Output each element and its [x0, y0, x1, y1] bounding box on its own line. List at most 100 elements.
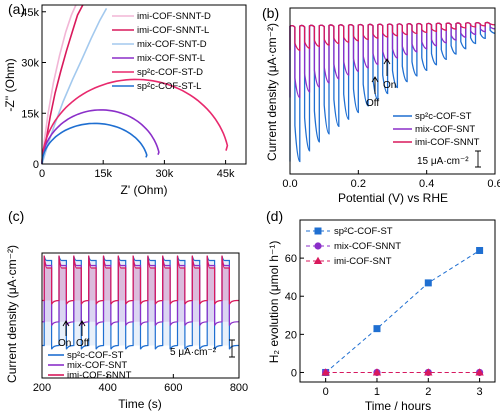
panel-a-xtick-label: 0: [39, 168, 45, 180]
panel-c-scalebar: [229, 339, 235, 358]
panel-a-xtick-label: 15k: [94, 168, 112, 180]
panel-c-ylabel: Current density (μA·cm⁻²): [5, 245, 19, 383]
legend-label-b-imi: imi-COF-SNNT: [415, 137, 480, 148]
legend-label-d-sp2c: sp²C-COF-ST: [334, 226, 393, 237]
series-imi-COF-SNNT: [42, 255, 239, 305]
data-point-sp²C-COF-ST: [373, 325, 381, 333]
panel-a-legend: imi-COF-SNNT-D imi-COF-SNNT-L mix-COF-SN…: [112, 11, 211, 92]
panel-a-ytick-label: 45k: [21, 7, 39, 19]
panel-d-ytick-label: 60: [285, 253, 297, 265]
panel-a-ytick-label: 0: [33, 159, 39, 171]
legend-label-mix-snt-l: mix-COF-SNT-L: [137, 53, 205, 64]
legend-marker-d-imi: [313, 256, 323, 264]
legend-label-imi-snnt-l: imi-COF-SNNT-L: [137, 25, 209, 36]
panel-b-xtick-label: 0.6: [487, 178, 500, 190]
legend-label-imi-snnt-d: imi-COF-SNNT-D: [137, 11, 211, 22]
panel-c-xlabel: Time (s): [118, 397, 162, 411]
panel-d-ytick-label: 20: [285, 329, 297, 341]
panel-d-ytick-label: 0: [291, 367, 297, 379]
panel-c-off-arrow: [78, 320, 86, 336]
panel-d-ytick-label: 40: [285, 291, 297, 303]
series-sp2c-COF-ST-L: [41, 122, 148, 165]
panel-c-ticks: 200 400 600 800: [33, 374, 248, 394]
panel-b-ylabel: Current density (μA·cm⁻²): [265, 23, 279, 161]
data-point-imi-COF-SNT: [321, 368, 330, 376]
panel-a-xtick-label: 45k: [217, 168, 235, 180]
legend-label-sp2c-st-l: sp²c-COF-ST-L: [137, 81, 201, 92]
panel-d-xtick-label: 1: [374, 386, 380, 398]
data-point-sp²C-COF-ST: [424, 279, 432, 287]
panel-c-off-label: Off: [76, 338, 89, 349]
panel-b-scalebar-label: 15 μA·cm⁻²: [417, 156, 469, 167]
panel-c-legend: sp²c-COF-ST mix-COF-SNT imi-COF-SNNT: [48, 350, 132, 381]
legend-label-c-sp2c: sp²c-COF-ST: [67, 350, 124, 361]
panel-c-label: (c): [8, 208, 24, 224]
panel-b-xtick-label: 0.4: [419, 178, 434, 190]
panel-a-ticks: 0 15k 30k 45k 0 15k 30k 45k: [21, 7, 235, 180]
panel-a: (a) 0 15k 30k 45k 0 15k 30k 45k Z' (Ohm) -Z'' (…: [3, 1, 247, 197]
panel-c-xtick-label: 200: [33, 382, 51, 394]
series-imi-COF-SNNT-D: [41, 4, 77, 165]
panel-b-legend: sp²c-COF-ST mix-COF-SNT imi-COF-SNNT: [393, 111, 480, 148]
data-point-imi-COF-SNT: [475, 368, 484, 376]
panel-d-xlabel: Time / hours: [365, 399, 431, 413]
legend-marker-d-sp2c: [314, 227, 322, 235]
panel-c-xtick-label: 400: [98, 382, 116, 394]
series-line-sp²C-COF-ST: [325, 250, 480, 373]
panel-a-label: (a): [8, 1, 25, 17]
panel-a-xlabel: Z' (Ohm): [121, 183, 168, 197]
data-point-sp²C-COF-ST: [476, 246, 484, 254]
panel-c-plot: [42, 255, 239, 350]
panel-b-label: (b): [262, 5, 279, 21]
series-imi-COF-SNNT: [289, 21, 496, 51]
panel-c-xtick-label: 800: [230, 382, 248, 394]
panel-b-scalebar: [475, 150, 481, 168]
panel-d-label: (d): [266, 208, 283, 224]
panel-d-frame: [299, 219, 496, 383]
panel-d-xtick-label: 0: [323, 386, 329, 398]
panel-d-xtick-label: 2: [425, 386, 431, 398]
legend-label-d-imi: imi-COF-SNT: [334, 256, 392, 267]
legend-marker-d-mix: [314, 242, 322, 250]
panel-c-scalebar-label: 5 μA·cm⁻²: [170, 347, 217, 358]
panel-b-off-arrow: [371, 76, 379, 94]
legend-label-b-mix: mix-COF-SNT: [415, 124, 475, 135]
panel-c-xtick-label: 600: [164, 382, 182, 394]
legend-label-c-imi: imi-COF-SNNT: [67, 370, 132, 381]
panel-a-ytick-label: 15k: [21, 108, 39, 120]
panel-b-xlabel: Potential (V) vs RHE: [338, 191, 448, 205]
panel-b-on-arrow: [383, 58, 391, 76]
panel-d-plot: [321, 246, 484, 377]
panel-d-ticks: 0 1 2 3 0 20 40 60: [285, 253, 483, 398]
panel-c: (c) 200 400 600 800 Time (s) Current densit…: [5, 208, 248, 411]
legend-label-d-mix: mix-COF-SNNT: [334, 241, 401, 252]
series-imi-COF-SNNT-L: [41, 4, 84, 165]
panel-a-ytick-label: 30k: [21, 58, 39, 70]
panel-a-plot: [41, 4, 229, 165]
panel-c-frame: [41, 252, 240, 379]
panel-a-ylabel: -Z'' (Ohm): [3, 58, 17, 111]
panel-d: (d) 0 1 2 3 0 20 40 60 Time / hours H₂ evolutio…: [266, 208, 496, 413]
panel-b-xtick-label: 0.2: [351, 178, 366, 190]
legend-label-b-sp2c: sp²c-COF-ST: [415, 111, 472, 122]
series-mix-COF-SNT-L: [41, 109, 160, 165]
panel-b: (b) 0.0 0.2 0.4 0.6 Potential (V) vs RHE Cu…: [262, 5, 500, 205]
panel-a-xtick-label: 30k: [156, 168, 174, 180]
panel-d-xtick-label: 3: [477, 386, 483, 398]
panel-b-on-label: On: [383, 80, 396, 91]
panel-b-plot: [289, 21, 496, 163]
legend-label-sp2c-st-d: sp²c-COF-ST-D: [137, 67, 203, 78]
data-point-imi-COF-SNT: [372, 368, 382, 376]
panel-d-legend: sp²C-COF-ST mix-COF-SNNT imi-COF-SNT: [306, 226, 401, 267]
series-sp2c-COF-ST-D: [41, 78, 229, 165]
panel-b-frame: [289, 7, 496, 175]
panel-d-ylabel: H₂ evolution (μmol h⁻¹): [267, 241, 281, 364]
panel-c-on-arrow: [62, 320, 70, 336]
panel-b-xtick-label: 0.0: [282, 178, 297, 190]
legend-label-mix-snt-d: mix-COF-SNT-D: [137, 39, 207, 50]
panel-a-frame: [41, 4, 247, 165]
panel-c-on-label: On: [58, 338, 71, 349]
legend-label-c-mix: mix-COF-SNT: [67, 360, 127, 371]
panel-b-ticks: 0.0 0.2 0.4 0.6: [282, 170, 500, 190]
